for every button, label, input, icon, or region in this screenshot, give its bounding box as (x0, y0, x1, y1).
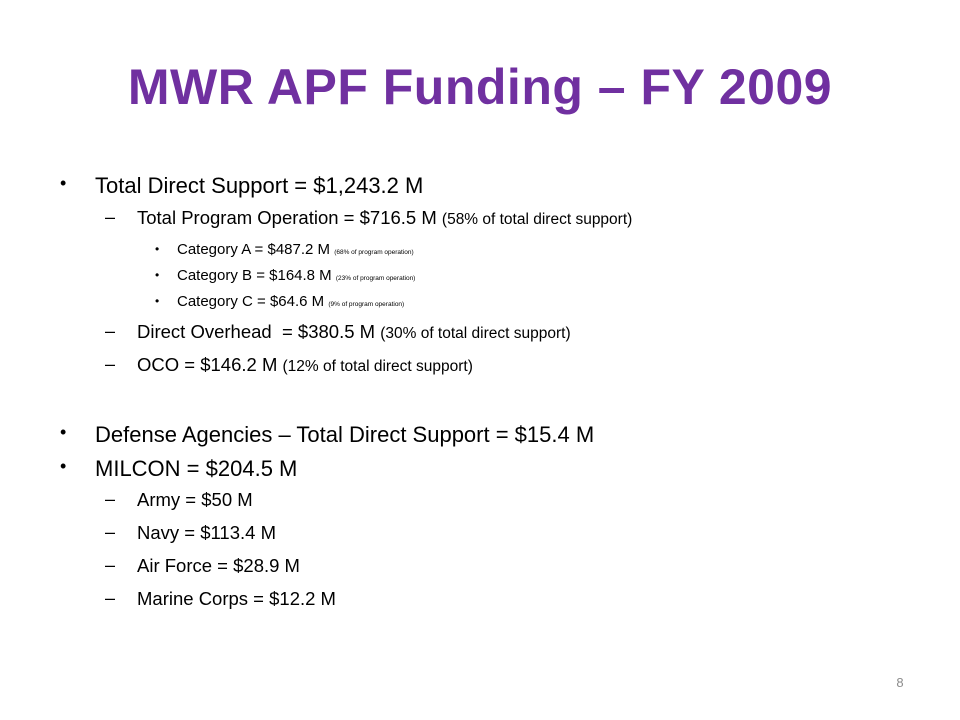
bullet-icon: • (60, 456, 67, 476)
slide-title: MWR APF Funding – FY 2009 (127, 59, 833, 115)
item-note: (58% of total direct support) (441, 211, 633, 228)
dash-icon: – (105, 354, 116, 374)
item-text: Direct Overhead = $380.5 M (137, 321, 376, 342)
list-item-defense-agencies: Defense Agencies – Total Direct Support … (95, 422, 594, 448)
item-text: Army = $50 M (137, 489, 253, 510)
dash-icon: – (105, 321, 116, 341)
dash-icon: – (105, 207, 116, 227)
item-text: MILCON = $204.5 M (95, 456, 298, 481)
item-text: Total Direct Support = $1,243.2 M (95, 173, 424, 198)
item-text: Air Force = $28.9 M (137, 555, 300, 576)
dash-icon: – (105, 489, 116, 509)
bullet-icon: • (155, 268, 160, 282)
item-note: (68% of program operation) (334, 249, 414, 256)
item-text: Total Program Operation = $716.5 M (137, 207, 437, 228)
bullet-icon: • (60, 173, 67, 193)
bullet-icon: • (60, 422, 67, 442)
list-item-category-c: Category C = $64.6 M (9% of program oper… (177, 293, 404, 310)
item-text: Navy = $113.4 M (137, 522, 276, 543)
item-text: OCO = $146.2 M (137, 354, 278, 375)
list-item-total-program-operation: Total Program Operation = $716.5 M (58% … (137, 207, 632, 229)
item-text: Category C = $64.6 M (177, 293, 325, 310)
item-note: (30% of total direct support) (380, 325, 571, 342)
list-item-total-direct-support: Total Direct Support = $1,243.2 M (95, 173, 423, 199)
item-text: Category A = $487.2 M (177, 241, 331, 258)
item-note: (12% of total direct support) (282, 358, 473, 375)
page-number: 8 (896, 675, 904, 690)
dash-icon: – (105, 555, 116, 575)
list-item-milcon: MILCON = $204.5 M (95, 456, 297, 482)
item-note: (23% of program operation) (335, 275, 416, 282)
list-item-direct-overhead: Direct Overhead = $380.5 M (30% of total… (137, 321, 571, 343)
item-text: Defense Agencies – Total Direct Support … (95, 422, 595, 447)
dash-icon: – (105, 588, 116, 608)
item-text: Category B = $164.8 M (177, 267, 332, 284)
list-item-marine-corps: Marine Corps = $12.2 M (137, 588, 336, 610)
list-item-category-a: Category A = $487.2 M (68% of program op… (177, 241, 414, 258)
item-note: (9% of program operation) (328, 301, 405, 308)
list-item-navy: Navy = $113.4 M (137, 522, 276, 544)
item-text: Marine Corps = $12.2 M (137, 588, 336, 609)
bullet-icon: • (155, 242, 160, 256)
list-item-oco: OCO = $146.2 M (12% of total direct supp… (137, 354, 473, 376)
bullet-icon: • (155, 294, 160, 308)
dash-icon: – (105, 522, 116, 542)
list-item-army: Army = $50 M (137, 489, 253, 511)
list-item-category-b: Category B = $164.8 M (23% of program op… (177, 267, 415, 284)
list-item-air-force: Air Force = $28.9 M (137, 555, 300, 577)
